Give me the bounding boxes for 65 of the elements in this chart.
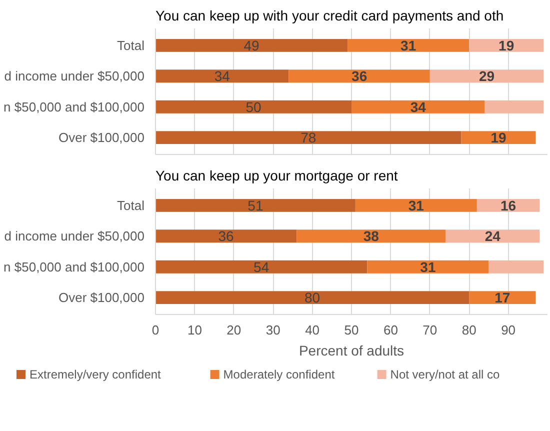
- chart-title: You can keep up your mortgage or rent: [156, 168, 398, 184]
- bar: [156, 100, 352, 114]
- bar: [484, 100, 544, 114]
- bar: [296, 230, 446, 243]
- bar: [156, 291, 470, 304]
- data-label: 19: [490, 130, 506, 146]
- data-label: 36: [218, 228, 234, 244]
- data-label: 24: [484, 228, 501, 244]
- bar: [156, 230, 297, 243]
- x-tick-label: 80: [462, 322, 476, 338]
- bar: [461, 131, 536, 144]
- x-axis-title: Percent of adults: [298, 342, 404, 358]
- bar: [488, 260, 544, 274]
- data-label: 38: [363, 228, 380, 244]
- data-label: 31: [408, 197, 424, 214]
- x-tick-label: 70: [422, 322, 438, 338]
- x-tick-label: 0: [152, 322, 160, 338]
- y-tick-label: n $50,000 and $100,000: [4, 99, 144, 114]
- bar: [430, 70, 544, 83]
- bar: [446, 230, 540, 243]
- x-tick-label: 20: [226, 322, 242, 338]
- y-tick-label: Over $100,000: [58, 290, 145, 306]
- data-label: 80: [304, 290, 320, 306]
- chart-title: You can keep up with your credit card payments and oth: [156, 8, 504, 24]
- x-tick-label: 90: [501, 322, 516, 338]
- y-tick-label: Over $100,000: [58, 130, 145, 146]
- y-tick-label: Total: [117, 198, 145, 213]
- data-label: 78: [300, 130, 316, 146]
- bar: [367, 260, 489, 274]
- bar: [469, 291, 536, 304]
- bar: [156, 260, 368, 274]
- data-label: 19: [498, 37, 514, 54]
- data-label: 31: [400, 37, 416, 54]
- bar: [288, 70, 430, 83]
- legend-label: Extremely/very confident: [30, 368, 162, 382]
- data-label: 50: [246, 98, 262, 115]
- y-tick-label: n $50,000 and $100,000: [4, 259, 144, 274]
- data-label: 31: [420, 258, 436, 275]
- bar: [156, 70, 289, 83]
- bar: [156, 198, 356, 212]
- y-tick-label: Total: [117, 38, 145, 53]
- data-label: 16: [500, 197, 516, 214]
- bar: [156, 38, 348, 52]
- x-tick-label: 50: [344, 322, 359, 338]
- data-label: 54: [254, 258, 270, 275]
- data-label: 51: [248, 197, 264, 214]
- data-label: 17: [494, 290, 510, 306]
- bar: [352, 100, 485, 114]
- y-tick-label: d income under $50,000: [4, 68, 145, 84]
- data-label: 29: [478, 68, 495, 84]
- y-tick-label: d income under $50,000: [4, 228, 145, 244]
- legend-label: Moderately confident: [223, 368, 336, 382]
- data-label: 49: [244, 37, 260, 54]
- bar: [355, 198, 477, 212]
- data-label: 34: [214, 68, 230, 84]
- x-tick-label: 10: [187, 322, 202, 338]
- bar: [348, 38, 470, 52]
- x-tick-label: 60: [383, 322, 398, 338]
- data-label: 34: [410, 98, 426, 115]
- x-tick-label: 30: [266, 322, 280, 338]
- legend-label: Not very/not at all co: [390, 368, 500, 382]
- x-tick-label: 40: [305, 322, 320, 338]
- data-label: 36: [352, 68, 368, 84]
- bar: [469, 38, 544, 52]
- bar: [156, 131, 462, 144]
